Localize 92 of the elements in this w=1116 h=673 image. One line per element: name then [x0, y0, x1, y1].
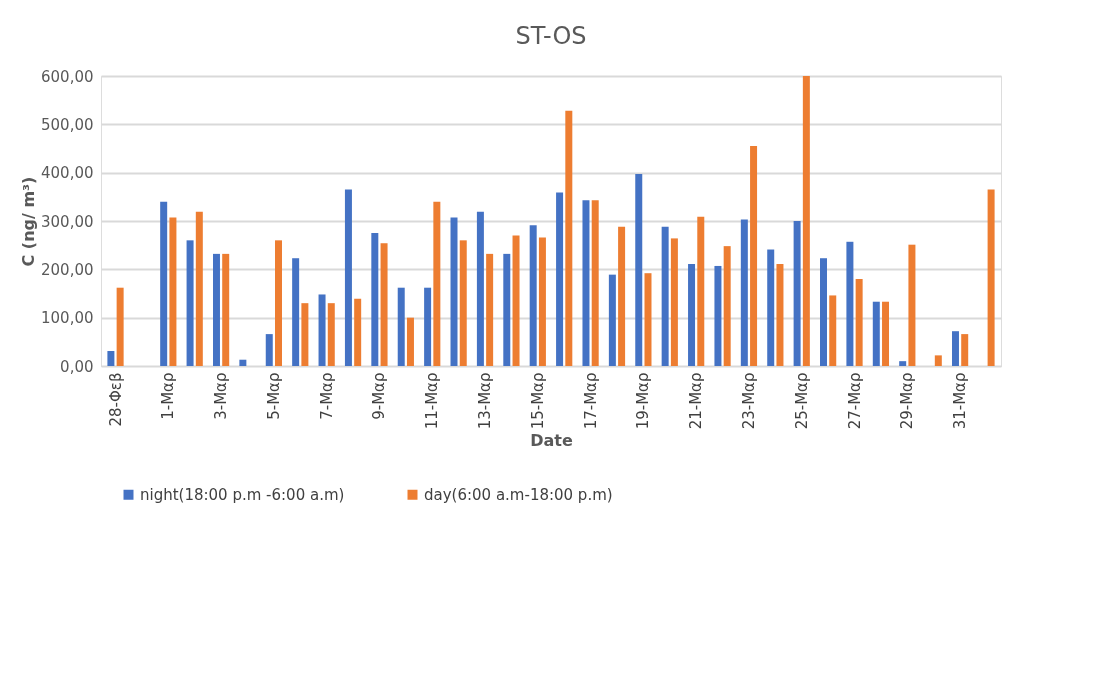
bar [899, 361, 907, 366]
y-tick-label: 200,00 [41, 260, 94, 279]
bar [169, 217, 177, 366]
bar [872, 301, 880, 366]
bar [767, 249, 775, 366]
bar [908, 244, 916, 366]
x-tick-label: 19-Μαρ [634, 372, 653, 430]
bar [697, 216, 705, 366]
legend-label: night(18:00 p.m -6:00 a.m) [140, 485, 345, 504]
bar [529, 225, 537, 366]
bar [371, 233, 379, 366]
x-tick-label: 15-Μαρ [528, 372, 547, 430]
y-tick-label: 100,00 [41, 309, 94, 328]
bar [265, 334, 273, 366]
bar [661, 226, 669, 366]
bar [565, 110, 573, 366]
bar [239, 359, 247, 366]
x-tick-label: 28-Φεβ [106, 372, 125, 427]
bar [433, 201, 441, 366]
bar [740, 219, 748, 366]
bar [459, 240, 467, 366]
y-axis-title: C (ng/ m³) [19, 176, 39, 267]
y-tick-label: 300,00 [41, 212, 94, 231]
bar [608, 274, 616, 366]
bar [486, 253, 494, 366]
bar [688, 264, 696, 366]
bar [380, 243, 388, 366]
bar [820, 258, 828, 366]
bar [723, 246, 731, 366]
bar [222, 253, 230, 366]
y-tick-label: 0,00 [60, 357, 94, 376]
bar [802, 76, 810, 366]
y-tick-label: 500,00 [41, 115, 94, 134]
bar [318, 294, 326, 366]
x-tick-label: 9-Μαρ [370, 372, 389, 420]
bar [670, 238, 678, 366]
x-tick-label: 27-Μαρ [845, 372, 864, 430]
bar [644, 273, 652, 366]
y-tick-label: 600,00 [41, 67, 94, 86]
x-tick-label: 31-Μαρ [951, 372, 970, 430]
bar [116, 287, 124, 366]
x-tick-label: 17-Μαρ [581, 372, 600, 430]
bar [107, 351, 115, 366]
x-tick-label: 25-Μαρ [792, 372, 811, 430]
bar [882, 301, 890, 366]
bar [855, 279, 863, 366]
bar [538, 237, 546, 366]
bar [344, 189, 352, 366]
bar [292, 258, 300, 366]
bar [160, 201, 168, 366]
bar [987, 189, 995, 366]
bar [301, 303, 309, 366]
bar [397, 287, 405, 366]
chart-title: ST-OS [515, 22, 587, 50]
bar [556, 192, 564, 366]
bar [829, 295, 837, 366]
x-axis-title: Date [530, 431, 573, 451]
x-tick-label: 7-Μαρ [317, 372, 336, 420]
legend-label: day(6:00 a.m-18:00 p.m) [424, 485, 613, 504]
bar [591, 200, 599, 366]
bar [274, 240, 282, 366]
bar [714, 265, 722, 366]
bar [635, 174, 643, 366]
x-tick-label: 5-Μαρ [264, 372, 283, 420]
bar [951, 331, 959, 366]
bar [327, 303, 335, 366]
bar [961, 334, 969, 366]
x-tick-label: 29-Μαρ [898, 372, 917, 430]
bar [750, 146, 758, 366]
bar [582, 200, 590, 366]
bar [503, 253, 511, 366]
bar [424, 287, 432, 366]
bar [512, 235, 520, 366]
x-tick-label: 3-Μαρ [212, 372, 231, 420]
y-tick-label: 400,00 [41, 164, 94, 183]
bar [476, 211, 484, 366]
bar [195, 211, 203, 366]
x-tick-label: 21-Μαρ [687, 372, 706, 430]
bar [354, 298, 362, 366]
bar [776, 264, 784, 366]
bar [212, 253, 220, 366]
x-tick-label: 23-Μαρ [739, 372, 758, 430]
bar [406, 317, 414, 366]
bar [618, 226, 626, 366]
x-tick-label: 11-Μαρ [423, 372, 442, 430]
x-tick-label: 13-Μαρ [476, 372, 495, 430]
bar [186, 240, 194, 366]
bar [846, 241, 854, 366]
bar [793, 221, 801, 366]
bar [934, 355, 942, 366]
x-tick-label: 1-Μαρ [159, 372, 178, 420]
bar [450, 217, 458, 366]
